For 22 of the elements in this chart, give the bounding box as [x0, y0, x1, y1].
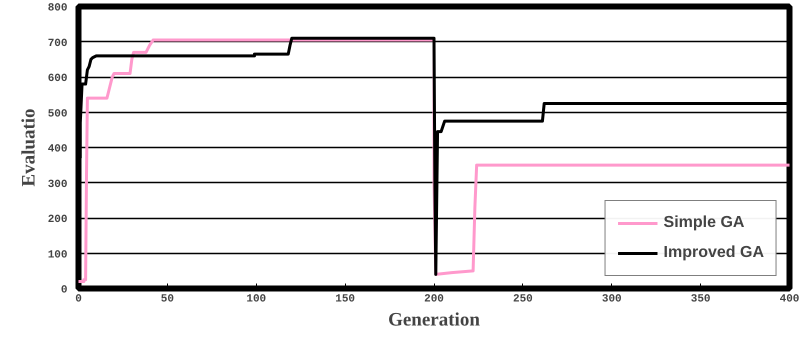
x-tick-label: 0: [75, 294, 82, 306]
x-tick-label: 300: [602, 294, 622, 306]
x-tick-label: 250: [512, 294, 533, 306]
legend-label: Simple GA: [664, 214, 744, 232]
x-axis-title: Generation: [388, 310, 480, 330]
y-tick-label: 600: [48, 73, 68, 85]
x-tick-label: 50: [160, 294, 174, 306]
x-tick-label: 150: [335, 294, 356, 306]
legend-label: Improved GA: [664, 244, 764, 262]
y-tick-label: 100: [48, 249, 68, 262]
y-axis-title: Evaluatio: [18, 108, 40, 187]
x-tick-label: 400: [780, 294, 800, 306]
y-tick-label: 800: [48, 2, 68, 14]
y-tick-label: 400: [48, 144, 68, 156]
x-tick-label: 200: [424, 294, 444, 306]
x-tick-label: 350: [690, 294, 711, 306]
y-tick-label: 200: [48, 214, 68, 226]
y-tick-label: 500: [48, 108, 68, 120]
y-tick-label: 300: [48, 178, 68, 191]
x-tick-label: 100: [246, 294, 266, 306]
y-tick-label: 0: [60, 284, 68, 296]
y-tick-label: 700: [48, 38, 68, 50]
